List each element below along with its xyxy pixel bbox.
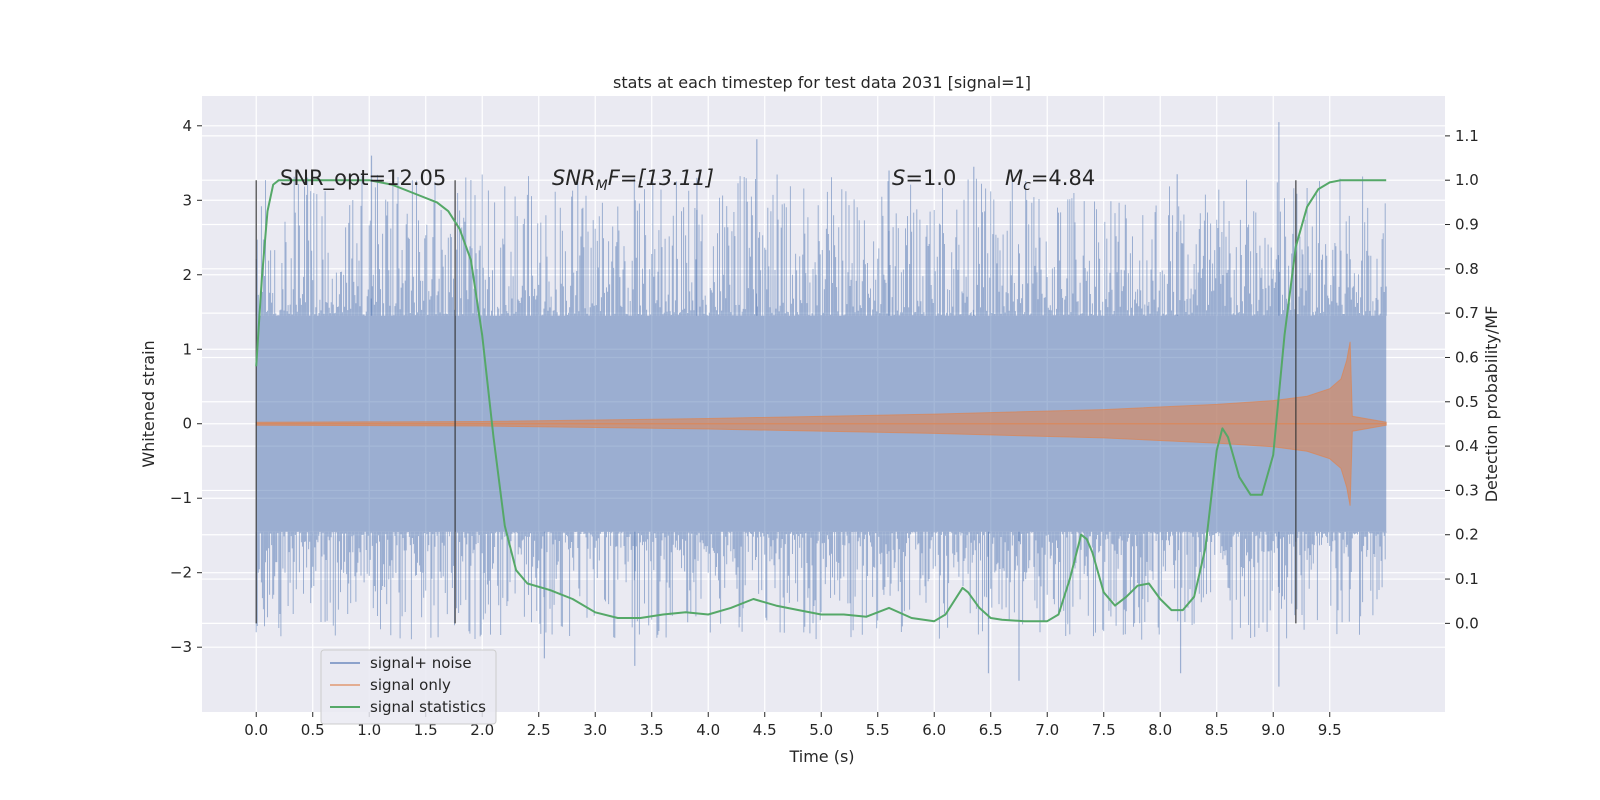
y2-tick-label: 0.3 bbox=[1455, 481, 1479, 499]
x-tick-label: 6.0 bbox=[922, 721, 946, 739]
y-axis-label: Whitened strain bbox=[139, 340, 158, 467]
y2-tick-label: 0.8 bbox=[1455, 260, 1479, 278]
legend-label-noise: signal+ noise bbox=[370, 654, 472, 672]
x-tick-label: 0.0 bbox=[244, 721, 268, 739]
x-axis-ticks: 0.0 0.5 1.0 1.5 2.0 2.5 3.0 3.5 4.0 4.5 5.0 5.5 6.0 6… bbox=[244, 712, 1342, 739]
annotation-mc-sub: c bbox=[1023, 178, 1031, 194]
x-tick-label: 2.5 bbox=[527, 721, 551, 739]
x-tick-label: 8.0 bbox=[1148, 721, 1172, 739]
x-tick-label: 0.5 bbox=[301, 721, 325, 739]
x-tick-label: 8.5 bbox=[1205, 721, 1229, 739]
x-tick-label: 1.0 bbox=[357, 721, 381, 739]
annotation-s-main: S bbox=[892, 166, 905, 190]
x-tick-label: 3.5 bbox=[640, 721, 664, 739]
annotation-snr-mf-main: SNR bbox=[552, 166, 596, 190]
annotation-mc-main: M bbox=[1005, 166, 1023, 190]
annotation-snr-mf-rest: F=[13.11] bbox=[608, 166, 714, 190]
series-signal-only bbox=[255, 341, 1387, 506]
annotation-mc: Mc=4.84 bbox=[1005, 166, 1095, 194]
y-tick-label: 1 bbox=[182, 340, 192, 358]
y-tick-label: −1 bbox=[170, 489, 192, 507]
annotation-s: S=1.0 bbox=[892, 166, 956, 190]
y2-tick-label: 0.6 bbox=[1455, 348, 1479, 366]
x-tick-label: 2.0 bbox=[470, 721, 494, 739]
y2-tick-label: 0.1 bbox=[1455, 570, 1479, 588]
y2-tick-label: 1.1 bbox=[1455, 127, 1479, 145]
y2-tick-label: 0.0 bbox=[1455, 614, 1479, 632]
x-tick-label: 9.0 bbox=[1261, 721, 1285, 739]
y2-tick-label: 0.2 bbox=[1455, 526, 1479, 544]
chart-title: stats at each timestep for test data 203… bbox=[613, 73, 1031, 92]
y-tick-label: −3 bbox=[170, 638, 192, 656]
y2-tick-label: 0.5 bbox=[1455, 393, 1479, 411]
annotation-snr-mf-sub: M bbox=[596, 178, 608, 194]
x-tick-label: 5.0 bbox=[809, 721, 833, 739]
x-tick-label: 3.0 bbox=[583, 721, 607, 739]
y-tick-label: 4 bbox=[182, 117, 192, 135]
x-tick-label: 7.5 bbox=[1092, 721, 1116, 739]
y2-tick-label: 0.7 bbox=[1455, 304, 1479, 322]
x-axis-label: Time (s) bbox=[788, 747, 854, 766]
legend: signal+ noise signal only signal statist… bbox=[320, 649, 497, 725]
annotation-snr-mf: SNRMF=[13.11] bbox=[552, 166, 714, 194]
annotation-snr-opt: SNR_opt=12.05 bbox=[280, 166, 446, 191]
y-tick-label: −2 bbox=[170, 564, 192, 582]
x-tick-label: 5.5 bbox=[866, 721, 890, 739]
y-axis-ticks: −3 −2 −1 0 1 2 3 4 bbox=[170, 117, 202, 656]
x-tick-label: 7.0 bbox=[1035, 721, 1059, 739]
legend-label-stats: signal statistics bbox=[370, 698, 486, 716]
y2-axis-label: Detection probability/MF bbox=[1482, 306, 1501, 503]
x-tick-label: 4.0 bbox=[696, 721, 720, 739]
legend-label-signal: signal only bbox=[370, 676, 451, 694]
x-tick-label: 1.5 bbox=[414, 721, 438, 739]
y2-tick-label: 0.9 bbox=[1455, 216, 1479, 234]
y-tick-label: 0 bbox=[182, 415, 192, 433]
x-tick-label: 4.5 bbox=[753, 721, 777, 739]
annotation-s-rest: =1.0 bbox=[905, 166, 956, 190]
y2-tick-label: 0.4 bbox=[1455, 437, 1479, 455]
legend-box bbox=[320, 649, 497, 725]
y-tick-label: 3 bbox=[182, 191, 192, 209]
x-tick-label: 9.5 bbox=[1318, 721, 1342, 739]
statistics-line bbox=[255, 179, 1387, 623]
annotation-mc-rest: =4.84 bbox=[1031, 166, 1095, 190]
y2-axis-ticks: 0.0 0.1 0.2 0.3 0.4 0.5 0.6 0.7 0.8 0.9 1.0 1.1 bbox=[1445, 127, 1479, 632]
x-tick-label: 6.5 bbox=[979, 721, 1003, 739]
series-signal-statistics bbox=[255, 179, 1387, 623]
y2-tick-label: 1.0 bbox=[1455, 171, 1479, 189]
y-tick-label: 2 bbox=[182, 266, 192, 284]
